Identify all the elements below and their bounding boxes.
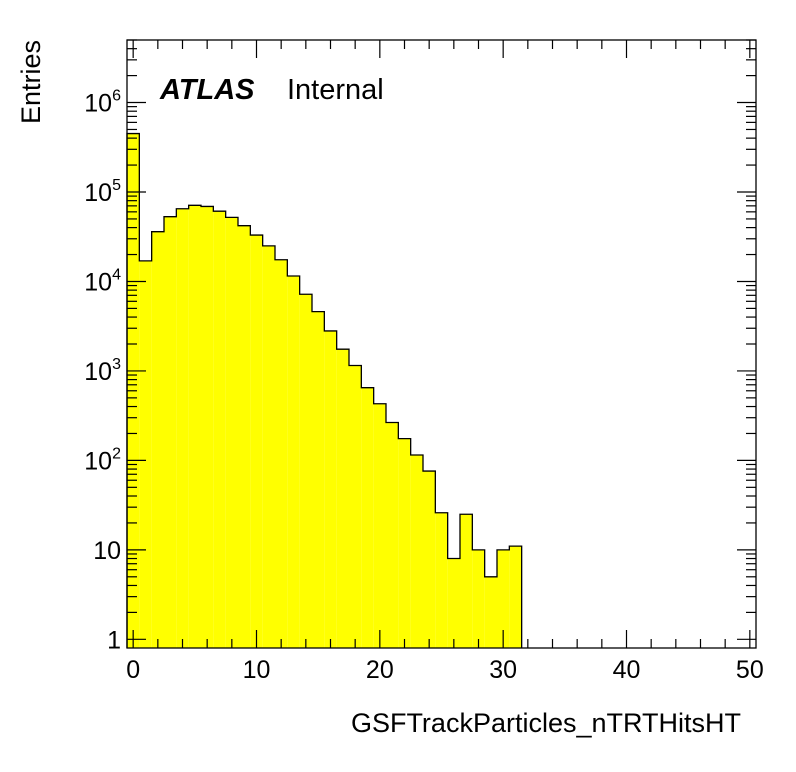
histogram-bar	[176, 208, 189, 648]
histogram-bar	[188, 205, 201, 648]
histogram-bar	[435, 512, 448, 648]
x-tick-label: 50	[736, 656, 764, 684]
histogram-bar	[324, 330, 337, 648]
histogram-bar	[398, 438, 411, 648]
internal-label: Internal	[287, 74, 384, 106]
histogram-bar	[151, 231, 164, 648]
y-tick-label: 106	[84, 88, 121, 118]
histogram-bar	[262, 245, 275, 648]
y-tick-label: 105	[84, 177, 121, 207]
tick-layer	[127, 39, 756, 648]
histogram-bar	[201, 206, 214, 648]
atlas-label: ATLAS	[159, 74, 255, 106]
histogram-bar	[250, 235, 263, 649]
x-tick-label: 0	[126, 656, 140, 684]
histogram-bar	[238, 225, 251, 649]
histogram-bar	[349, 365, 362, 648]
y-tick-label: 10	[93, 537, 121, 565]
histogram-bar	[509, 546, 522, 648]
histogram-bar	[410, 454, 423, 648]
histogram-bar	[336, 349, 349, 648]
histogram-bar	[460, 514, 473, 648]
histogram-bar	[164, 216, 177, 649]
histogram-bar	[361, 387, 374, 648]
histogram-bar	[299, 294, 312, 648]
histogram-outline	[126, 132, 523, 648]
histogram-layer	[126, 132, 523, 649]
histogram-bar	[287, 276, 300, 648]
histogram-bar	[423, 471, 436, 648]
y-tick-label: 1	[107, 626, 121, 654]
histogram-bar	[139, 260, 152, 648]
y-tick-label: 103	[84, 356, 121, 386]
y-axis-title: Entries	[16, 40, 46, 124]
histogram-bar	[386, 422, 399, 648]
histogram-bar	[213, 211, 226, 648]
histogram-bar	[225, 217, 238, 649]
x-tick-label: 30	[489, 656, 517, 684]
histogram-bar	[275, 259, 288, 648]
histogram-bar	[312, 311, 325, 648]
histogram-bar	[497, 549, 510, 648]
x-tick-label: 10	[243, 656, 271, 684]
x-tick-label: 40	[613, 656, 641, 684]
histogram-bar	[484, 576, 497, 648]
histogram-bar	[472, 549, 485, 648]
x-tick-label: 20	[366, 656, 394, 684]
y-tick-label: 102	[84, 445, 121, 475]
tick-label-layer: 0 10 20 30 40 50 1 10 102 103 104 105 106	[84, 88, 763, 684]
histogram-bar	[447, 558, 460, 648]
x-axis-title: GSFTrackParticles_nTRTHitsHT	[351, 708, 741, 738]
histogram-bar	[373, 403, 386, 648]
y-tick-label: 104	[84, 266, 121, 296]
